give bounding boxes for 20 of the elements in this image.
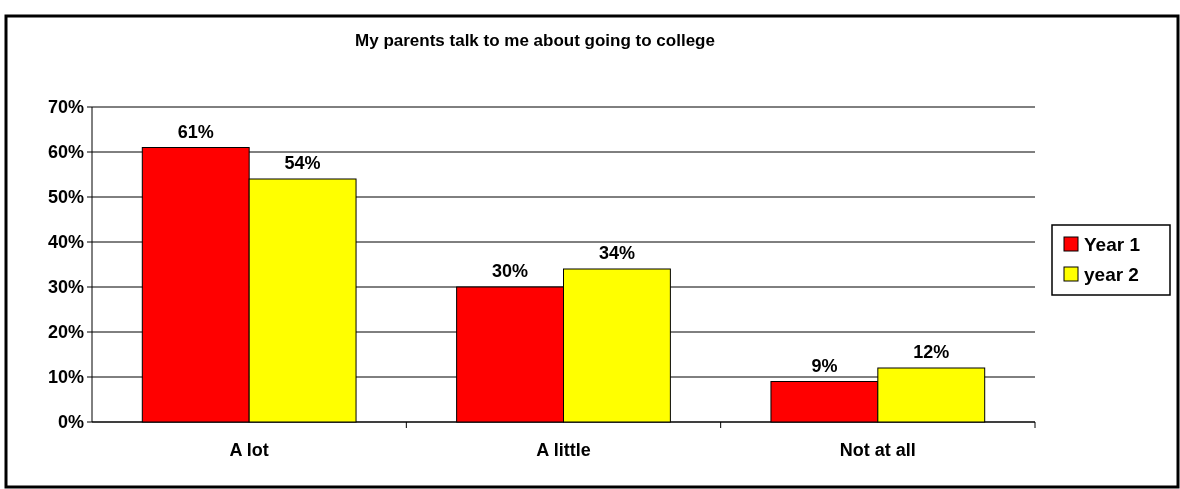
data-label: 9% — [811, 355, 838, 376]
y-tick-label: 10% — [47, 367, 84, 388]
y-tick-label: 30% — [47, 277, 84, 298]
data-label: 61% — [177, 121, 214, 142]
y-tick-label: 20% — [47, 322, 84, 343]
y-tick-label: 0% — [57, 412, 84, 433]
x-tick-label: A little — [536, 440, 591, 460]
chart-title: My parents talk to me about going to college — [355, 31, 715, 50]
data-label: 12% — [913, 342, 950, 362]
y-tick-label: 50% — [47, 187, 84, 208]
y-tick-label: 40% — [47, 232, 84, 253]
legend-label: year 2 — [1084, 263, 1139, 285]
data-label: 30% — [492, 261, 529, 281]
x-tick-label: Not at all — [839, 440, 916, 460]
y-tick-label: 60% — [47, 142, 84, 163]
y-tick-label: 70% — [47, 97, 84, 118]
legend-label: Year 1 — [1084, 233, 1141, 255]
data-label: 54% — [284, 153, 321, 173]
x-tick-label: A lot — [229, 440, 269, 460]
data-label: 34% — [598, 243, 635, 263]
